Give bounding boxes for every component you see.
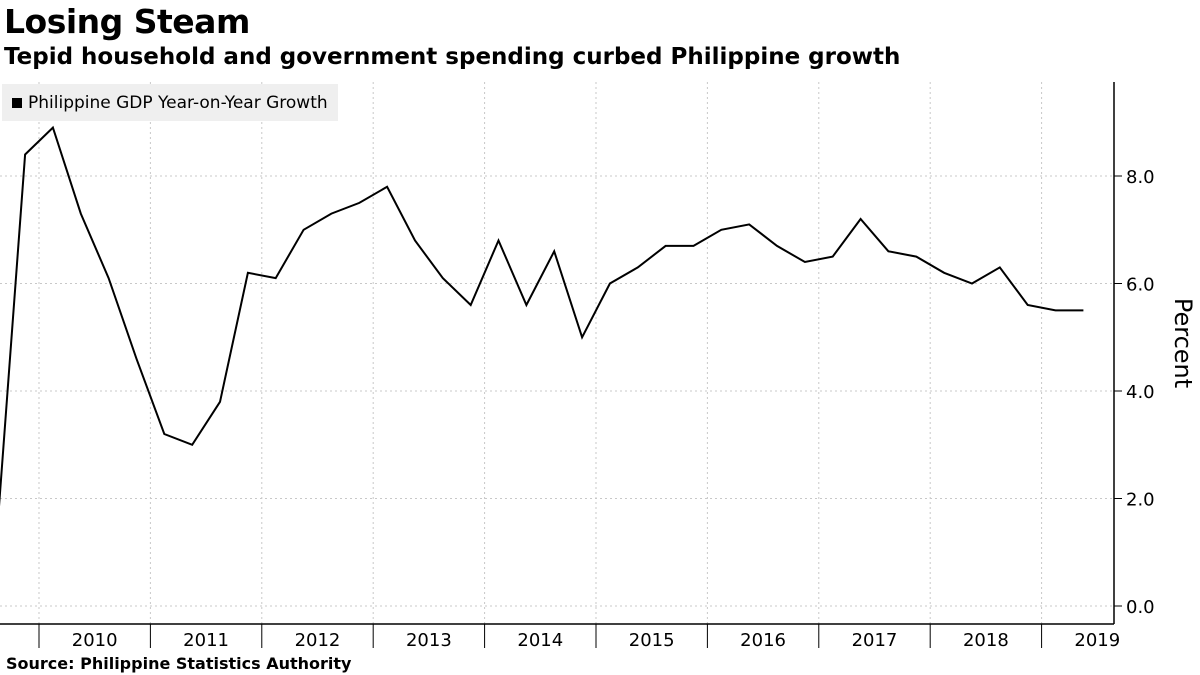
gdp-growth-line bbox=[0, 125, 1084, 507]
legend: Philippine GDP Year-on-Year Growth bbox=[2, 84, 338, 121]
tick-labels: 0.0 2.0 4.0 6.0 8.0 2010 2011 2012 2013 2014 2015 2… bbox=[72, 167, 1197, 651]
chart-subtitle: Tepid household and government spending … bbox=[4, 44, 901, 70]
x-tick-label: 2019 bbox=[1074, 630, 1120, 651]
series-layer bbox=[0, 125, 1084, 507]
x-tick-label: 2018 bbox=[963, 630, 1009, 651]
source-note: Source: Philippine Statistics Authority bbox=[6, 654, 352, 673]
y-axis-title: Percent bbox=[1169, 298, 1197, 388]
x-tick-label: 2012 bbox=[295, 630, 341, 651]
x-tick-label: 2011 bbox=[183, 630, 229, 651]
y-tick-label: 6.0 bbox=[1126, 275, 1155, 296]
axes bbox=[0, 82, 1122, 648]
legend-label: Philippine GDP Year-on-Year Growth bbox=[28, 92, 328, 113]
x-tick-label: 2015 bbox=[629, 630, 675, 651]
x-tick-label: 2013 bbox=[406, 630, 452, 651]
y-tick-label: 4.0 bbox=[1126, 382, 1155, 403]
x-tick-label: 2016 bbox=[740, 630, 786, 651]
y-tick-label: 2.0 bbox=[1126, 490, 1155, 511]
legend-swatch-icon bbox=[12, 97, 22, 108]
grid-lines bbox=[0, 82, 1114, 624]
x-tick-label: 2014 bbox=[517, 630, 563, 651]
x-tick-label: 2017 bbox=[852, 630, 898, 651]
chart-title: Losing Steam bbox=[4, 2, 250, 41]
y-tick-label: 0.0 bbox=[1126, 597, 1155, 618]
x-tick-label: 2010 bbox=[72, 630, 118, 651]
y-tick-label: 8.0 bbox=[1126, 167, 1155, 188]
